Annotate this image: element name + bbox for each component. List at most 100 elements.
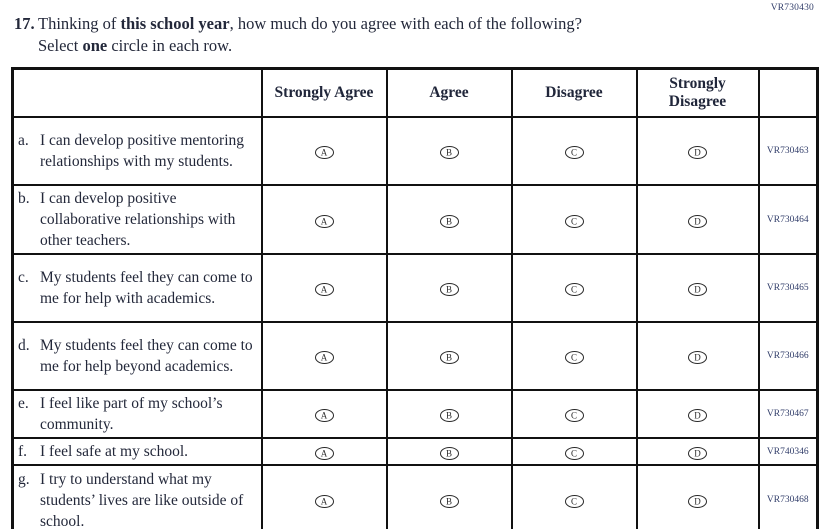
oval-letter: B (445, 496, 452, 507)
oval-letter: C (570, 448, 577, 458)
statement-text: I can develop positive mentoring relatio… (40, 132, 245, 170)
answer-cell-strongly-agree: A (260, 464, 388, 529)
agreement-table: Strongly Agree Agree Disagree Strongly D… (11, 67, 819, 529)
answer-oval-strongly-disagree[interactable]: D (688, 409, 707, 422)
answer-oval-strongly-disagree[interactable]: D (688, 495, 707, 508)
question-block: 17. Thinking of this school year, how mu… (14, 13, 826, 57)
answer-cell-disagree: C (510, 184, 638, 255)
answer-cell-strongly-disagree: D (635, 437, 760, 466)
answer-cell-strongly-agree: A (260, 253, 388, 323)
answer-cell-strongly-disagree: D (635, 321, 760, 391)
answer-cell-strongly-disagree: D (635, 464, 760, 529)
statement-text: I feel like part of my school’s communit… (40, 395, 223, 433)
answer-oval-agree[interactable]: B (439, 446, 459, 460)
oval-letter: D (694, 448, 701, 458)
question-number: 17. (14, 14, 35, 33)
answer-oval-disagree[interactable]: C (564, 409, 584, 422)
answer-oval-disagree[interactable]: C (564, 351, 584, 364)
answer-cell-disagree: C (510, 253, 638, 323)
header-empty-statement (11, 67, 263, 118)
statement-cell: d. My students feel they can come to me … (11, 321, 263, 391)
answer-oval-strongly-agree[interactable]: A (314, 214, 334, 228)
answer-oval-agree[interactable]: B (439, 214, 459, 228)
question-seg: circle in each row. (107, 36, 233, 55)
row-letter: d. (18, 337, 30, 354)
answer-oval-strongly-agree[interactable]: A (314, 351, 334, 364)
question-seg: Thinking of (38, 14, 121, 33)
answer-cell-disagree: C (510, 464, 638, 529)
statement-cell: b. I can develop positive collaborative … (11, 184, 263, 255)
header-agree: Agree (385, 67, 513, 118)
answer-cell-strongly-agree: A (260, 389, 388, 439)
header-strongly-agree: Strongly Agree (260, 67, 388, 118)
answer-oval-strongly-disagree[interactable]: D (688, 146, 707, 159)
oval-letter: C (570, 147, 577, 158)
statement-text: I feel safe at my school. (40, 443, 189, 460)
header-disagree: Disagree (510, 67, 638, 118)
table-row-g: g. I try to understand what my students’… (11, 464, 819, 529)
answer-oval-agree[interactable]: B (439, 495, 459, 508)
statement-text: I can develop positive collaborative rel… (40, 190, 236, 249)
oval-letter: D (694, 147, 701, 158)
row-code: VR730465 (757, 253, 819, 323)
answer-oval-disagree[interactable]: C (564, 146, 584, 159)
oval-letter: C (570, 216, 577, 226)
table-row-d: d. My students feel they can come to me … (11, 321, 819, 391)
oval-letter: A (320, 410, 328, 421)
row-code: VR730467 (757, 389, 819, 439)
row-letter: c. (18, 269, 29, 286)
answer-cell-strongly-disagree: D (635, 116, 760, 186)
statement-text: My students feel they can come to me for… (40, 337, 253, 375)
answer-oval-strongly-agree[interactable]: A (314, 446, 334, 460)
oval-letter: A (320, 448, 328, 458)
answer-oval-strongly-agree[interactable]: A (314, 495, 334, 508)
answer-oval-disagree[interactable]: C (564, 214, 584, 228)
answer-oval-disagree[interactable]: C (564, 495, 584, 508)
row-code: VR730463 (757, 116, 819, 186)
answer-cell-agree: B (385, 116, 513, 186)
answer-oval-agree[interactable]: B (439, 409, 459, 422)
answer-oval-agree[interactable]: B (439, 283, 459, 296)
answer-cell-strongly-disagree: D (635, 389, 760, 439)
oval-letter: C (570, 496, 577, 507)
row-letter: b. (18, 190, 30, 207)
answer-oval-strongly-agree[interactable]: A (314, 409, 334, 422)
answer-cell-strongly-disagree: D (635, 253, 760, 323)
answer-cell-strongly-agree: A (260, 321, 388, 391)
answer-oval-strongly-disagree[interactable]: D (688, 214, 707, 228)
table-row-c: c. My students feel they can come to me … (11, 253, 819, 323)
answer-oval-agree[interactable]: B (439, 146, 459, 159)
row-letter: e. (18, 395, 29, 412)
row-code: VR740346 (757, 437, 819, 466)
oval-letter: B (445, 147, 452, 158)
statement-cell: e. I feel like part of my school’s commu… (11, 389, 263, 439)
answer-cell-agree: B (385, 321, 513, 391)
answer-cell-strongly-disagree: D (635, 184, 760, 255)
oval-letter: B (445, 284, 452, 295)
header-empty-code (757, 67, 819, 118)
statement-cell: g. I try to understand what my students’… (11, 464, 263, 529)
oval-letter: D (694, 284, 701, 295)
oval-letter: A (320, 216, 328, 226)
answer-cell-agree: B (385, 253, 513, 323)
answer-oval-strongly-agree[interactable]: A (314, 283, 334, 296)
answer-oval-agree[interactable]: B (439, 351, 459, 364)
answer-oval-strongly-disagree[interactable]: D (688, 351, 707, 364)
answer-cell-agree: B (385, 389, 513, 439)
statement-text: I try to understand what my students’ li… (40, 470, 244, 529)
answer-cell-disagree: C (510, 116, 638, 186)
answer-cell-agree: B (385, 437, 513, 466)
answer-oval-strongly-disagree[interactable]: D (688, 446, 707, 460)
oval-letter: A (320, 496, 328, 507)
statement-cell: c. My students feel they can come to me … (11, 253, 263, 323)
oval-letter: B (445, 410, 452, 421)
answer-oval-disagree[interactable]: C (564, 283, 584, 296)
oval-letter: B (445, 448, 452, 458)
question-text: Thinking of this school year, how much d… (38, 13, 582, 57)
answer-cell-strongly-agree: A (260, 184, 388, 255)
row-code: VR730466 (757, 321, 819, 391)
answer-oval-disagree[interactable]: C (564, 446, 584, 460)
oval-letter: C (570, 410, 577, 421)
answer-oval-strongly-disagree[interactable]: D (688, 283, 707, 296)
answer-oval-strongly-agree[interactable]: A (314, 146, 334, 159)
